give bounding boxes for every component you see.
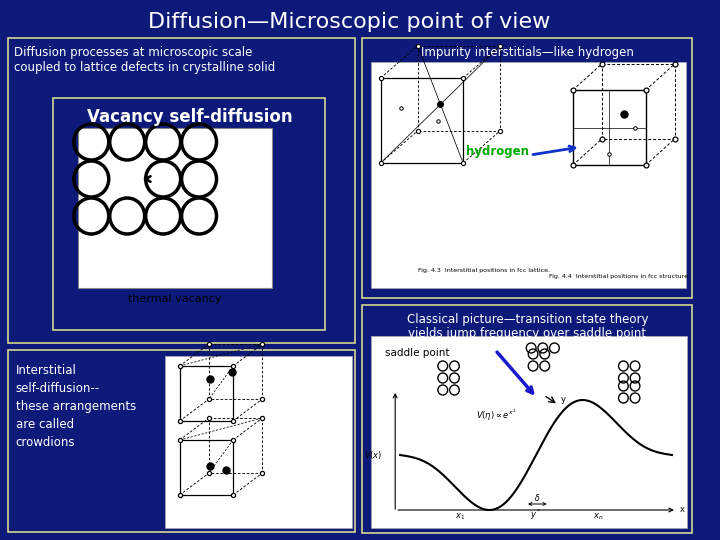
FancyBboxPatch shape xyxy=(53,98,325,330)
Text: saddle point: saddle point xyxy=(384,348,449,358)
Text: thermal vacancy: thermal vacancy xyxy=(128,294,222,304)
FancyBboxPatch shape xyxy=(362,305,693,533)
Text: $\delta$: $\delta$ xyxy=(534,492,541,503)
Text: Classical picture—transition state theory: Classical picture—transition state theor… xyxy=(407,313,648,326)
Text: x: x xyxy=(680,505,685,515)
Text: Fig. 4.3  Interstitial positions in fcc lattice.: Fig. 4.3 Interstitial positions in fcc l… xyxy=(418,268,549,273)
Text: Diffusion processes at microscopic scale
coupled to lattice defects in crystalli: Diffusion processes at microscopic scale… xyxy=(14,46,275,74)
FancyBboxPatch shape xyxy=(8,350,356,532)
Text: $V(\eta) \propto e^{x^2}$: $V(\eta) \propto e^{x^2}$ xyxy=(476,408,516,423)
FancyBboxPatch shape xyxy=(371,62,685,288)
Text: hydrogen: hydrogen xyxy=(466,145,529,159)
Text: Impurity interstitials—like hydrogen: Impurity interstitials—like hydrogen xyxy=(420,46,634,59)
FancyBboxPatch shape xyxy=(362,38,693,298)
Text: $V(x)$: $V(x)$ xyxy=(364,449,382,461)
Text: $y^*$: $y^*$ xyxy=(530,508,541,522)
Text: y: y xyxy=(562,395,566,404)
Text: $x_1$: $x_1$ xyxy=(455,511,465,522)
Text: Diffusion—Microscopic point of view: Diffusion—Microscopic point of view xyxy=(148,12,551,32)
FancyBboxPatch shape xyxy=(165,356,351,528)
Text: Vacancy self-diffusion: Vacancy self-diffusion xyxy=(86,108,292,126)
Text: $x_{n}$: $x_{n}$ xyxy=(593,511,604,522)
FancyBboxPatch shape xyxy=(8,38,356,343)
Text: yields jump frequency over saddle point: yields jump frequency over saddle point xyxy=(408,327,647,340)
Text: Fig. 4.4  Interstitial positions in fcc structure.: Fig. 4.4 Interstitial positions in fcc s… xyxy=(549,274,690,279)
FancyBboxPatch shape xyxy=(78,128,272,288)
Text: Interstitial
self-diffusion--
these arrangements
are called
crowdions: Interstitial self-diffusion-- these arra… xyxy=(16,364,136,449)
FancyBboxPatch shape xyxy=(371,336,686,528)
